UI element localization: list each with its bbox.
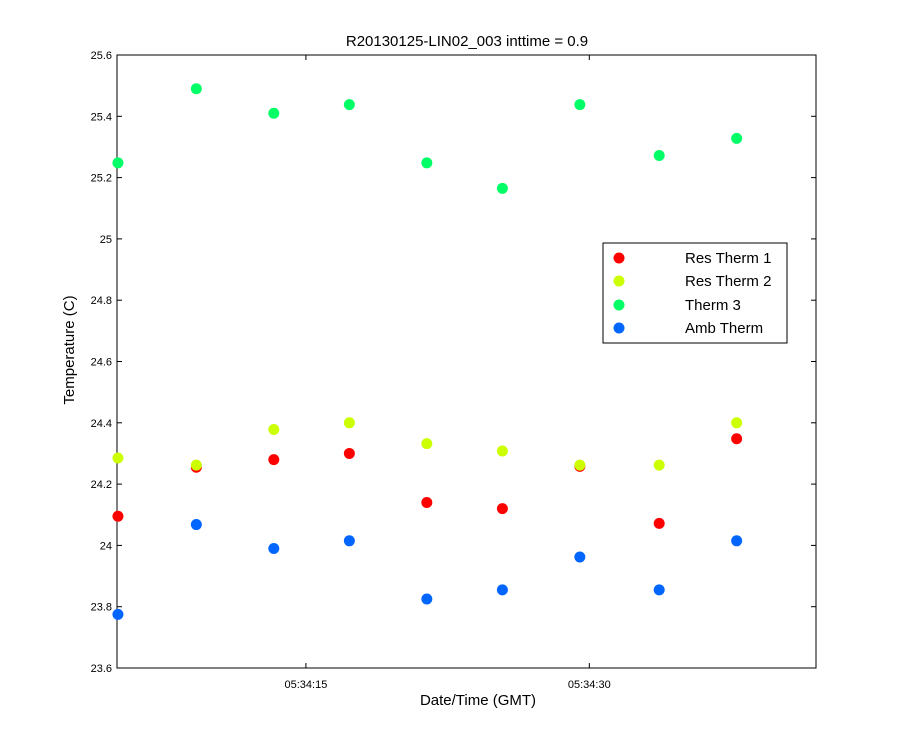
data-point-amb-therm: [343, 535, 355, 547]
series-res-therm-2: [112, 417, 743, 471]
data-point-res-therm-2: [343, 417, 355, 429]
data-point-therm-3: [190, 83, 202, 95]
data-point-res-therm-1: [112, 510, 124, 522]
legend-item-res-therm-2: Res Therm 2: [613, 273, 771, 290]
data-point-amb-therm: [421, 593, 433, 605]
data-point-res-therm-2: [112, 452, 124, 464]
data-point-res-therm-2: [653, 459, 665, 471]
legend-label-res-therm-1: Res Therm 1: [685, 250, 771, 267]
data-point-therm-3: [731, 132, 743, 144]
y-tick-label: 25: [100, 234, 112, 246]
data-point-res-therm-2: [190, 459, 202, 471]
data-point-res-therm-1: [496, 503, 508, 515]
x-axis-label: Date/Time (GMT): [420, 692, 536, 709]
data-point-res-therm-1: [421, 496, 433, 508]
series-therm-3: [112, 83, 743, 194]
data-point-amb-therm: [496, 584, 508, 596]
y-tick-label: 24.6: [91, 357, 112, 369]
legend-marker-therm-3: [613, 299, 625, 311]
legend-label-therm-3: Therm 3: [685, 297, 741, 314]
data-point-therm-3: [112, 157, 124, 169]
data-point-amb-therm: [574, 551, 586, 563]
x-axis: 05:34:15 05:34:30: [285, 55, 611, 691]
data-point-therm-3: [343, 99, 355, 111]
data-point-amb-therm: [731, 535, 743, 547]
data-point-res-therm-2: [421, 438, 433, 450]
data-point-res-therm-1: [653, 517, 665, 529]
legend-marker-amb-therm: [613, 322, 625, 334]
data-point-amb-therm: [112, 608, 124, 620]
data-point-therm-3: [574, 99, 586, 111]
legend: Res Therm 1 Res Therm 2 Therm 3 Amb Ther…: [602, 242, 788, 344]
chart-title: R20130125-LIN02_003 inttime = 0.9: [346, 33, 588, 50]
y-tick-label: 24: [100, 540, 112, 552]
legend-item-amb-therm: Amb Therm: [613, 320, 763, 337]
y-tick-label: 24.8: [91, 295, 112, 307]
plot-area: [116, 54, 817, 669]
y-axis-label: Temperature (C): [61, 295, 78, 404]
data-point-res-therm-1: [268, 454, 280, 466]
y-tick-label: 24.4: [91, 418, 112, 430]
legend-label-res-therm-2: Res Therm 2: [685, 273, 771, 290]
data-point-amb-therm: [268, 542, 280, 554]
data-point-res-therm-2: [574, 459, 586, 471]
data-point-therm-3: [268, 107, 280, 119]
data-point-amb-therm: [190, 519, 202, 531]
legend-marker-res-therm-2: [613, 275, 625, 287]
data-point-res-therm-2: [268, 424, 280, 436]
y-tick-label: 25.4: [91, 111, 112, 123]
x-tick-label: 05:34:15: [285, 679, 328, 691]
data-point-res-therm-1: [343, 447, 355, 459]
y-tick-label: 25.6: [91, 50, 112, 62]
y-tick-label: 23.6: [91, 663, 112, 675]
data-point-therm-3: [653, 150, 665, 162]
legend-item-res-therm-1: Res Therm 1: [613, 250, 771, 267]
legend-label-amb-therm: Amb Therm: [685, 320, 763, 337]
series-amb-therm: [112, 519, 743, 620]
legend-marker-res-therm-1: [613, 252, 625, 264]
y-axis: 23.6 23.8 24 24.2 24.4 24.6 24.8 25 25.2 25.4 25.6: [91, 50, 816, 675]
y-tick-label: 24.2: [91, 479, 112, 491]
legend-item-therm-3: Therm 3: [613, 297, 741, 314]
data-point-res-therm-2: [496, 445, 508, 457]
x-tick-label: 05:34:30: [568, 679, 611, 691]
legend-box: [602, 242, 788, 344]
data-point-amb-therm: [653, 584, 665, 596]
y-tick-label: 25.2: [91, 173, 112, 185]
y-tick-label: 23.8: [91, 602, 112, 614]
data-point-res-therm-2: [731, 417, 743, 429]
data-point-therm-3: [421, 157, 433, 169]
data-point-therm-3: [496, 182, 508, 194]
data-points: [112, 83, 743, 620]
data-point-res-therm-1: [731, 433, 743, 445]
